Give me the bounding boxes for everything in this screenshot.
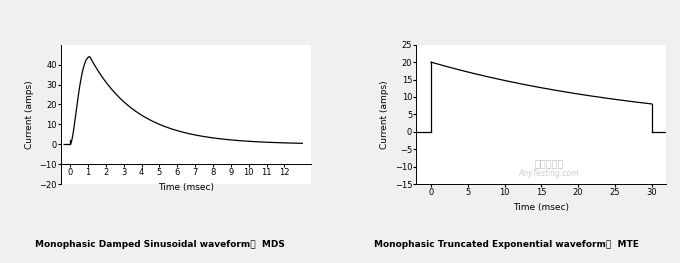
Text: Monophasic Damped Sinusoidal waveform，  MDS: Monophasic Damped Sinusoidal waveform， M… [35, 240, 285, 249]
Y-axis label: Current (amps): Current (amps) [380, 80, 389, 149]
X-axis label: Time (msec): Time (msec) [513, 203, 569, 212]
Text: 嘉峡检测网: 嘉峡检测网 [534, 158, 564, 168]
Text: AnyTesting.com: AnyTesting.com [518, 169, 579, 178]
Y-axis label: Current (amps): Current (amps) [25, 80, 34, 149]
X-axis label: Time (msec): Time (msec) [158, 183, 214, 192]
Text: Monophasic Truncated Exponential waveform，  MTE: Monophasic Truncated Exponential wavefor… [374, 240, 639, 249]
